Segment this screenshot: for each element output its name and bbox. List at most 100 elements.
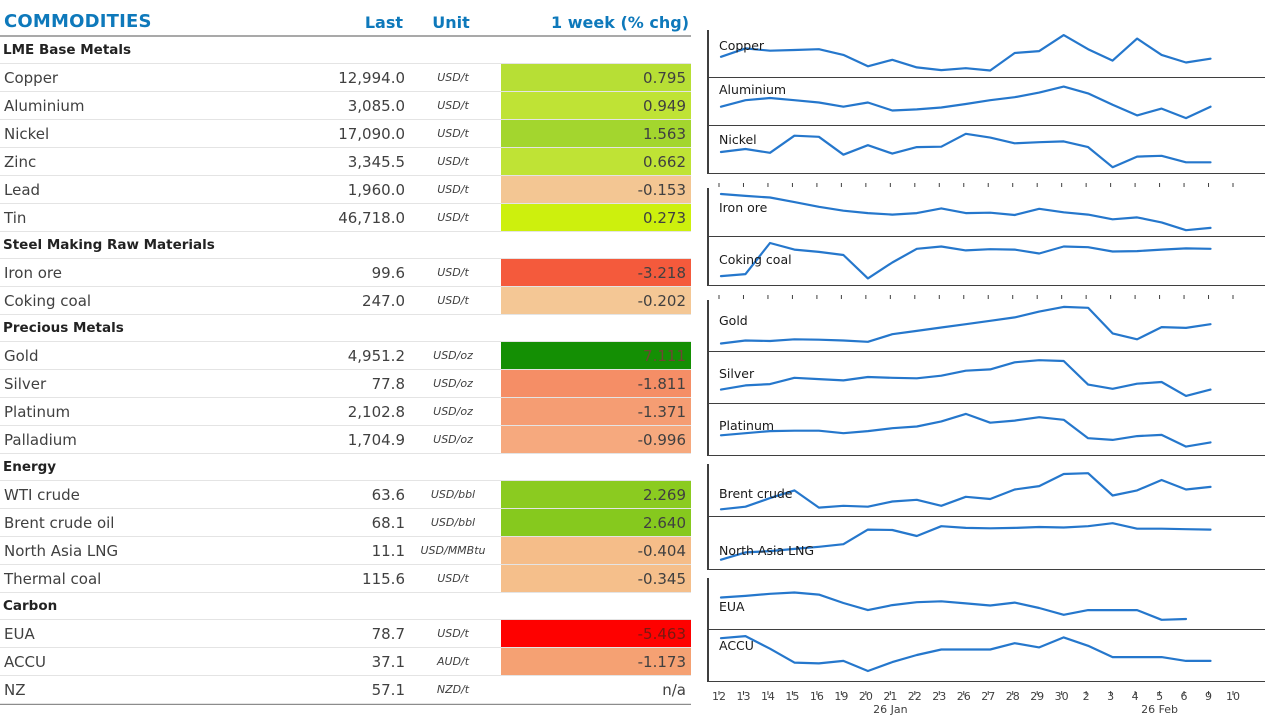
table-row: WTI crude 63.6 USD/bbl 2.269 (0, 481, 691, 509)
last-value: 78.7 (371, 624, 405, 643)
section-header: Energy (0, 454, 691, 481)
x-axis-label: 27 (981, 690, 996, 703)
table-row: Palladium 1,704.9 USD/oz -0.996 (0, 426, 691, 454)
weekly-change-cell: -0.345 (501, 565, 691, 592)
last-value: 77.8 (371, 374, 405, 393)
unit-label: USD/bbl (430, 488, 476, 501)
weekly-change-cell: 0.273 (501, 204, 691, 231)
x-axis-label: 20 (858, 690, 873, 703)
sparkline-nickel: Nickel (707, 126, 1265, 174)
unit-label: USD/t (437, 294, 469, 307)
commodity-name: NZ (4, 680, 26, 699)
last-value: 3,345.5 (347, 152, 405, 171)
sparkline-path (719, 412, 1212, 448)
x-axis-label: 15 (785, 690, 800, 703)
section-header: Carbon (0, 593, 691, 620)
commodity-name: Iron ore (4, 263, 62, 282)
sparkline-group: Gold Silver Platinum (707, 300, 1265, 456)
weekly-change-cell: -0.202 (501, 287, 691, 314)
commodity-name: Silver (4, 374, 47, 393)
x-axis-label: 2 (1082, 690, 1090, 703)
sparkline-group: Iron ore Coking coal (707, 188, 1265, 299)
weekly-change-cell: 2.269 (501, 481, 691, 508)
last-value: 46,718.0 (338, 208, 405, 227)
chart-label: ACCU (719, 638, 754, 653)
sparkline-path (719, 33, 1212, 72)
table-row: NZ 57.1 NZD/t n/a (0, 676, 691, 704)
last-value: 63.6 (371, 485, 405, 504)
weekly-change-cell: 2.640 (501, 509, 691, 536)
weekly-change-cell: 7.111 (501, 342, 691, 369)
last-value: 57.1 (371, 680, 405, 699)
commodity-name: Coking coal (4, 291, 92, 310)
sparkline-brent-crude: Brent crude (707, 464, 1265, 517)
chart-label: Copper (719, 38, 765, 53)
weekly-change-cell: -1.371 (501, 398, 691, 425)
table-body: LME Base Metals Copper 12,994.0 USD/t 0.795 A… (0, 37, 691, 705)
weekly-change-cell: -0.153 (501, 176, 691, 203)
x-axis-label: 29 (1030, 690, 1045, 703)
x-axis-ticks (707, 682, 1265, 695)
table-row: Iron ore 99.6 USD/t -3.218 (0, 259, 691, 287)
chart-label: Coking coal (719, 252, 792, 267)
chart-label: Gold (719, 313, 748, 328)
sparkline-eua: EUA (707, 578, 1265, 630)
unit-label: NZD/t (436, 683, 470, 696)
sparkline-platinum: Platinum (707, 404, 1265, 456)
commodity-name: ACCU (4, 652, 46, 671)
commodity-name: Tin (4, 208, 27, 227)
x-axis-label: 14 (760, 690, 775, 703)
commodity-name: Gold (4, 346, 39, 365)
x-axis-label: 23 (932, 690, 947, 703)
sparkline-path (719, 132, 1212, 169)
last-value: 3,085.0 (347, 96, 405, 115)
chart-label: Nickel (719, 132, 757, 147)
sparkline-path (719, 359, 1212, 398)
section-header: Precious Metals (0, 315, 691, 342)
chart-label: Iron ore (719, 200, 768, 215)
sparkline-group: Brent crude North Asia LNG (707, 464, 1265, 570)
commodity-name: Palladium (4, 430, 77, 449)
x-axis-label: 9 (1205, 690, 1213, 703)
sparkline-path (719, 634, 1212, 673)
x-axis-label: 30 (1054, 690, 1069, 703)
x-axis-label: 5 (1156, 690, 1164, 703)
sparkline-path (719, 591, 1188, 621)
unit-label: USD/oz (433, 349, 473, 362)
sparkline-path (719, 85, 1212, 120)
commodity-name: Zinc (4, 152, 37, 171)
column-header-last: Last (364, 13, 403, 32)
unit-label: USD/t (437, 183, 469, 196)
commodity-name: Aluminium (4, 96, 85, 115)
unit-label: AUD/t (436, 655, 470, 668)
table-row: Nickel 17,090.0 USD/t 1.563 (0, 120, 691, 148)
last-value: 1,704.9 (347, 430, 405, 449)
commodity-name: Platinum (4, 402, 71, 421)
last-value: 99.6 (371, 263, 405, 282)
unit-label: USD/bbl (430, 516, 476, 529)
weekly-change-cell: -0.996 (501, 426, 691, 453)
weekly-change-cell: 0.949 (501, 92, 691, 119)
sparkline-iron-ore: Iron ore (707, 188, 1265, 237)
commodities-table: COMMODITIES Last Unit 1 week (% chg) LME… (0, 11, 691, 705)
weekly-change-cell: n/a (662, 680, 686, 699)
sparkline-silver: Silver (707, 352, 1265, 404)
weekly-change-cell: -5.463 (501, 620, 691, 647)
x-axis-ticks (707, 286, 1265, 299)
section-header: LME Base Metals (0, 37, 691, 64)
unit-label: USD/t (437, 572, 469, 585)
sparkline-gold: Gold (707, 300, 1265, 352)
last-value: 2,102.8 (347, 402, 405, 421)
x-axis-month-label: 26 Feb (1141, 703, 1179, 716)
sparkline-north-asia-lng: North Asia LNG (707, 517, 1265, 570)
page-title: COMMODITIES (4, 11, 152, 32)
sparkline-aluminium: Aluminium (707, 78, 1265, 126)
chart-label: EUA (719, 599, 745, 614)
sparkline-coking-coal: Coking coal (707, 237, 1265, 286)
unit-label: USD/t (437, 211, 469, 224)
commodity-name: EUA (4, 624, 35, 643)
table-row: Copper 12,994.0 USD/t 0.795 (0, 64, 691, 92)
sparkline-group: EUA ACCU 12 13 14 15 16 19 20 21 22 23 26 27 28 29 30 2 3 4… (707, 578, 1265, 717)
x-axis-label: 16 (809, 690, 824, 703)
commodity-name: Thermal coal (4, 569, 102, 588)
